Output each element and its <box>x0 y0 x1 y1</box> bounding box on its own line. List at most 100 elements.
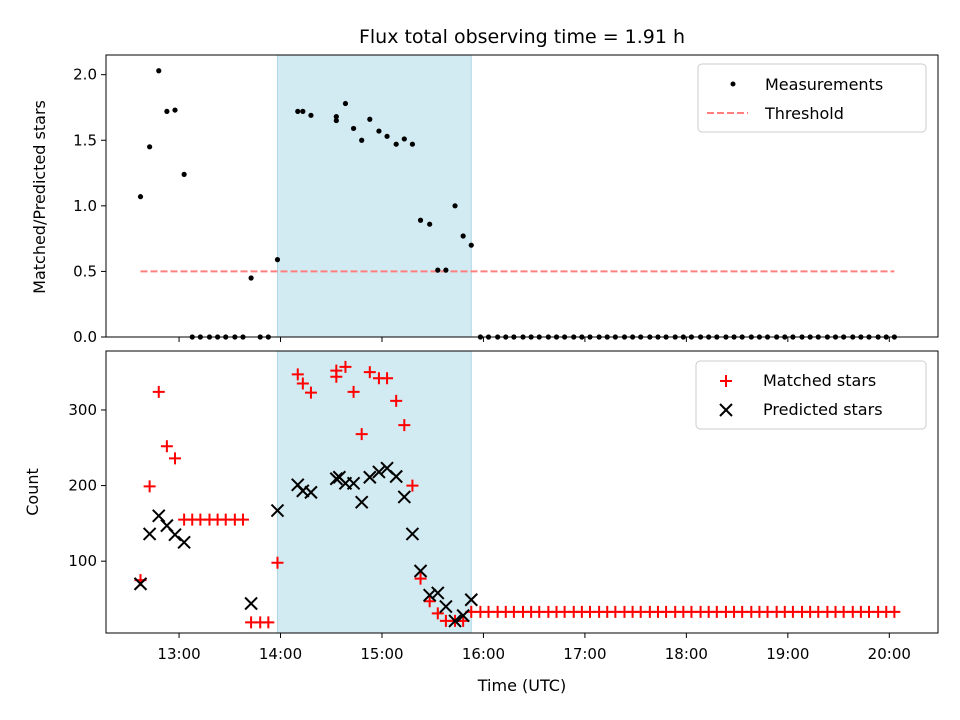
measurement-point <box>435 267 441 273</box>
matched-star-point <box>355 428 368 441</box>
predicted-star-point <box>431 586 445 600</box>
measurement-point <box>333 114 339 120</box>
y-tick-label: 300 <box>68 401 97 419</box>
predicted-star-point <box>389 469 403 484</box>
chart-title: Flux total observing time = 1.91 h <box>359 26 685 48</box>
matched-star-point <box>152 385 165 398</box>
predicted-star-point <box>413 564 428 578</box>
legend-label-matched: Matched stars <box>763 371 876 390</box>
legend-marker-measurements <box>730 81 736 87</box>
measurement-point <box>164 108 170 114</box>
measurement-point <box>172 107 178 113</box>
x-axis-ticks-bottom: 13:00 14:00 15:00 16:00 17:00 18:00 19:00 20:00 <box>157 633 911 663</box>
x-tick-label: 14:00 <box>259 645 302 663</box>
measurement-point <box>350 125 357 132</box>
matched-star-point <box>423 595 436 608</box>
measurement-point <box>417 217 424 223</box>
matched-star-point <box>236 513 249 526</box>
matched-star-point <box>160 440 173 453</box>
matched-star-point <box>431 607 444 620</box>
count-panel: 100 200 300 13:00 14:00 15:00 16:00 17:00 18:00… <box>23 350 939 695</box>
measurement-point <box>181 171 187 177</box>
predicted-star-point <box>304 485 318 500</box>
legend-marker-matched <box>720 375 732 387</box>
predicted-star-point <box>346 476 361 491</box>
predicted-star-point <box>354 495 369 509</box>
count-marks <box>133 360 901 629</box>
matched-star-point <box>143 480 156 493</box>
matched-star-point <box>168 452 181 465</box>
predicted-star-point <box>177 535 191 549</box>
matched-star-point <box>406 479 419 492</box>
observing-span-top <box>276 54 472 338</box>
y-tick-label: 2.0 <box>73 66 97 84</box>
measurement-point <box>376 128 382 134</box>
measurement-point <box>137 194 144 200</box>
measurement-point <box>401 136 407 142</box>
measurement-point <box>295 108 301 114</box>
predicted-star-point <box>439 599 453 614</box>
measurement-point <box>393 141 399 147</box>
predicted-star-point <box>397 490 412 504</box>
x-tick-label: 16:00 <box>462 645 505 663</box>
y-axis-ticks-bottom: 100 200 300 <box>68 401 106 570</box>
legend-label-threshold: Threshold <box>764 104 844 123</box>
legend-label-measurements: Measurements <box>765 75 883 94</box>
matched-star-point <box>390 394 403 407</box>
matched-star-point <box>291 368 304 381</box>
ratio-panel: 0.00.51.01.52.0 Matched/Predicted stars … <box>30 54 939 346</box>
matched-star-point <box>347 385 360 398</box>
matched-star-point <box>414 572 427 585</box>
measurement-point <box>460 233 466 239</box>
predicted-star-point <box>422 588 437 602</box>
predicted-star-point <box>142 527 157 541</box>
measurement-point <box>248 275 254 281</box>
predicted-star-point <box>405 527 420 541</box>
matched-star-point <box>339 360 352 373</box>
x-axis-ticks-top <box>178 337 890 342</box>
predicted-star-point <box>152 509 166 523</box>
measurement-point <box>443 267 449 273</box>
legend-box-top <box>697 63 927 133</box>
matched-star-point <box>330 370 343 383</box>
legend-box-bottom <box>695 360 927 430</box>
x-tick-label: 13:00 <box>157 645 200 663</box>
measurement-point <box>300 108 306 114</box>
matched-star-point <box>381 372 394 385</box>
x-axis-label: Time (UTC) <box>477 676 566 695</box>
y-tick-label: 1.0 <box>73 197 97 215</box>
predicted-star-point <box>464 593 478 607</box>
predicted-star-point <box>329 472 344 486</box>
y-axis-ticks-top: 0.0 0.5 1.0 1.5 2.0 <box>73 66 106 346</box>
y-tick-label: 0.0 <box>73 328 97 346</box>
observing-span <box>276 54 472 338</box>
y-tick-label: 1.5 <box>73 131 97 149</box>
legend-marker-predicted <box>719 403 733 417</box>
predicted-star-point <box>270 503 285 518</box>
predicted-star-point <box>244 596 258 611</box>
measurement-point <box>468 242 474 248</box>
measurement-point <box>427 221 433 227</box>
measurement-point <box>156 68 162 74</box>
measurement-point <box>367 116 373 122</box>
predicted-star-point <box>133 577 148 591</box>
matched-star-point <box>296 377 309 390</box>
measurement-point <box>384 133 390 139</box>
matched-star-point <box>398 419 411 432</box>
predicted-star-point <box>372 465 386 479</box>
x-tick-label: 20:00 <box>868 645 911 663</box>
legend-bottom: Matched stars Predicted stars <box>695 360 927 430</box>
measurement-point <box>452 203 458 209</box>
measurement-point <box>274 257 281 263</box>
y-tick-label: 100 <box>68 552 97 570</box>
x-tick-label: 17:00 <box>563 645 606 663</box>
predicted-star-point <box>168 528 182 542</box>
legend-label-predicted: Predicted stars <box>763 400 883 419</box>
x-tick-label: 15:00 <box>360 645 403 663</box>
measurement-point <box>308 112 314 118</box>
predicted-star-point <box>363 470 377 484</box>
matched-star-point <box>262 616 275 629</box>
legend-top: Measurements Threshold <box>697 63 927 133</box>
matched-star-point <box>271 556 284 569</box>
y-tick-label: 0.5 <box>73 262 97 280</box>
